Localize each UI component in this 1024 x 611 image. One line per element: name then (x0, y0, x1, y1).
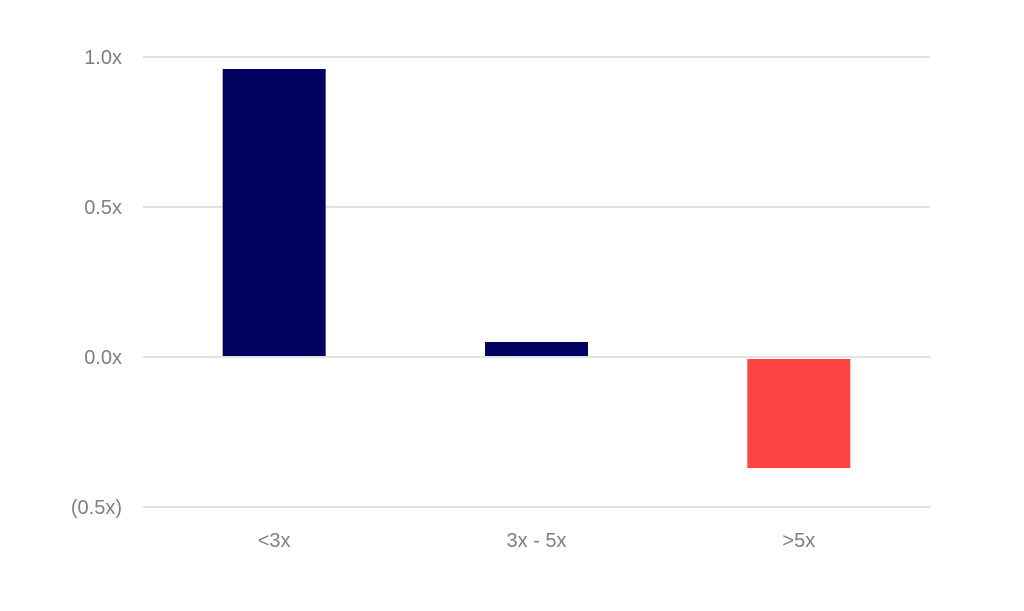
bar-2 (747, 359, 851, 468)
x-axis-categories: <3x 3x - 5x >5x (258, 530, 815, 552)
y-tick-label-3: (0.5x) (71, 497, 122, 519)
x-category-label-2: >5x (782, 530, 815, 552)
bar-0 (222, 69, 326, 356)
x-category-label-1: 3x - 5x (506, 530, 566, 552)
x-category-label-0: <3x (258, 530, 291, 552)
y-tick-label-2: 0.0x (84, 347, 122, 369)
bars (222, 69, 851, 468)
y-tick-label-0: 1.0x (84, 47, 122, 69)
bar-1 (485, 342, 588, 356)
y-axis-ticks: 1.0x 0.5x 0.0x (0.5x) (71, 47, 122, 519)
y-tick-label-1: 0.5x (84, 197, 122, 219)
